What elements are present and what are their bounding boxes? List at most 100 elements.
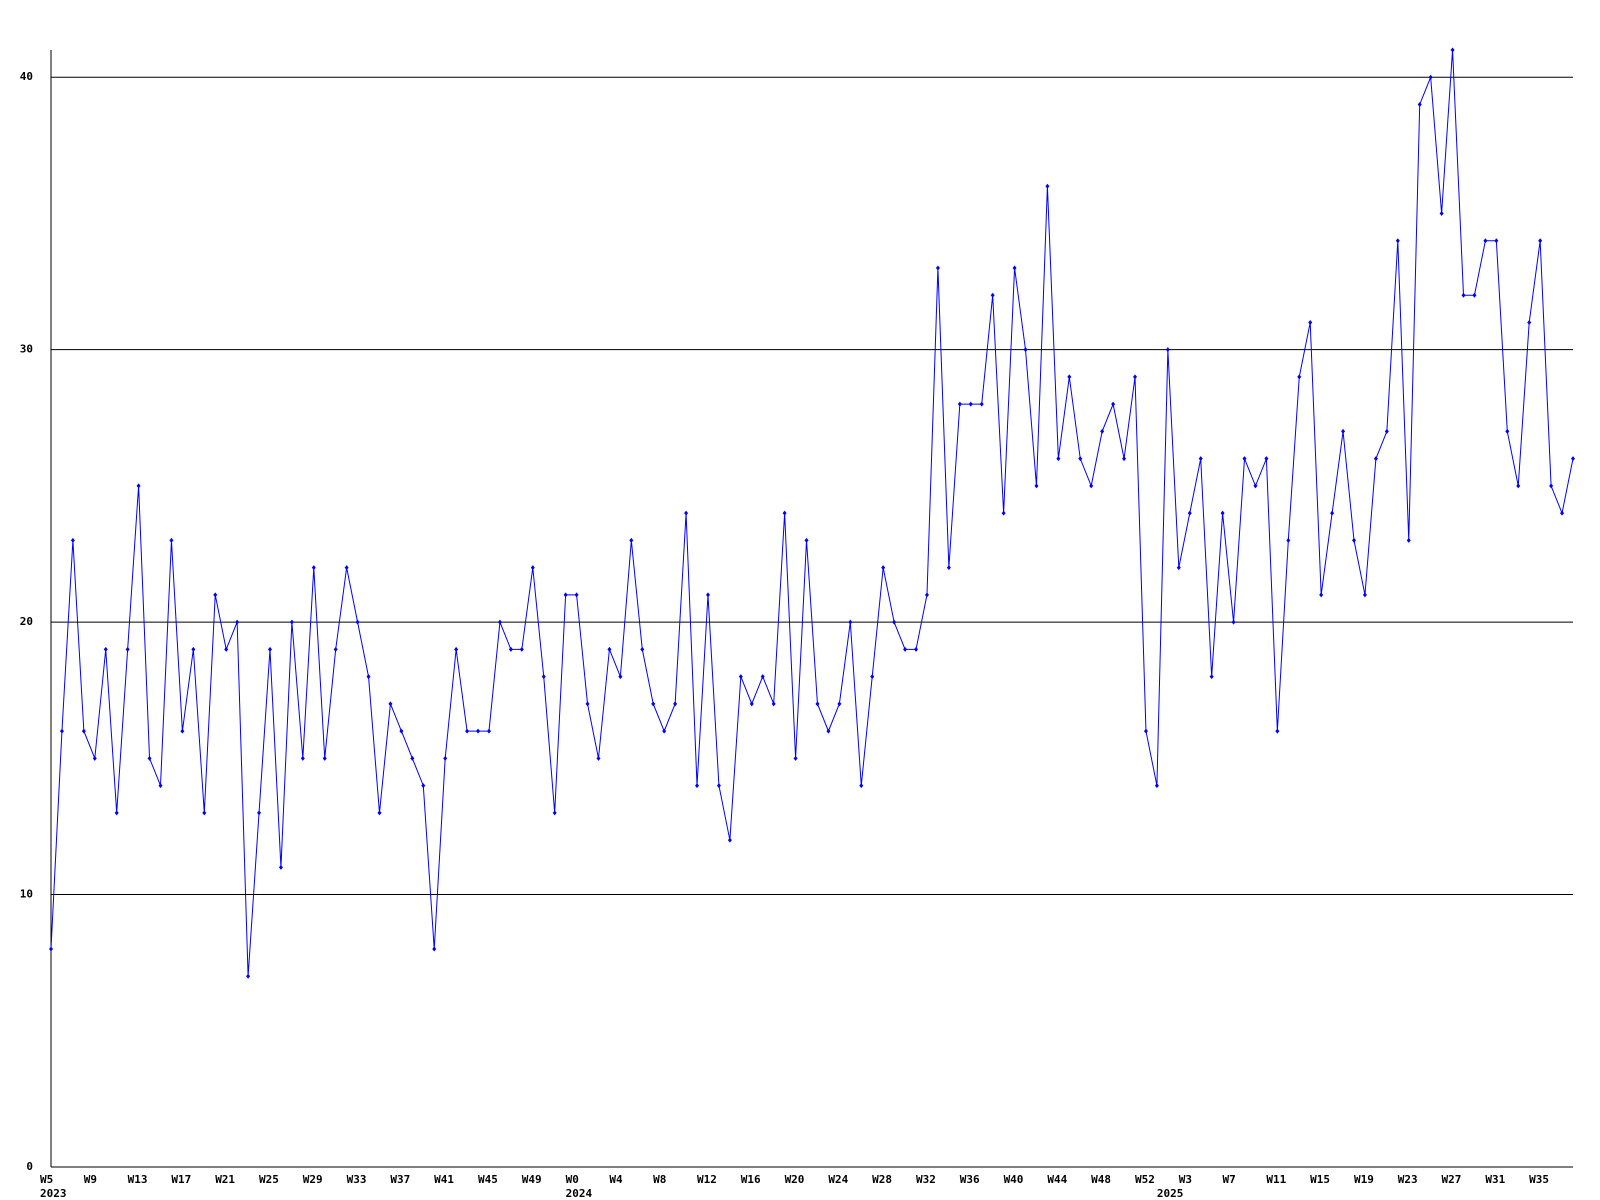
x-tick-label: W16: [741, 1173, 761, 1186]
point: [70, 537, 75, 543]
point: [1111, 401, 1116, 407]
x-tick-label: W20: [785, 1173, 805, 1186]
point: [1275, 728, 1280, 734]
point: [1319, 592, 1324, 598]
point: [267, 646, 272, 652]
point: [1461, 292, 1466, 298]
point: [607, 646, 612, 652]
point: [881, 565, 886, 571]
x-tick-label: W49: [522, 1173, 542, 1186]
point: [443, 755, 448, 761]
point: [497, 619, 502, 625]
point: [81, 728, 86, 734]
point: [1122, 456, 1127, 462]
point: [519, 646, 524, 652]
point: [563, 592, 568, 598]
point: [892, 619, 897, 625]
x-tick-label: W35: [1529, 1173, 1549, 1186]
point: [1165, 347, 1170, 353]
point: [541, 674, 546, 680]
point: [1395, 238, 1400, 244]
point: [1384, 428, 1389, 434]
point: [1560, 510, 1565, 516]
point: [1089, 483, 1094, 489]
x-tick-label: W31: [1485, 1173, 1505, 1186]
point: [1286, 537, 1291, 543]
point: [574, 592, 579, 598]
point: [49, 946, 53, 952]
point: [1242, 456, 1247, 462]
point: [136, 483, 141, 489]
point: [968, 401, 973, 407]
point: [552, 810, 557, 816]
point: [1198, 456, 1203, 462]
point: [848, 619, 853, 625]
point: [1439, 210, 1444, 216]
point: [246, 973, 251, 979]
y-tick-label: 20: [20, 615, 33, 628]
point: [1406, 537, 1411, 543]
point: [1373, 456, 1378, 462]
x-tick-label: W0: [566, 1173, 579, 1186]
point: [727, 837, 732, 843]
x-tick-label: W9: [84, 1173, 97, 1186]
point: [1516, 483, 1521, 489]
point: [1187, 510, 1192, 516]
point: [1045, 183, 1050, 189]
point: [1549, 483, 1554, 489]
point: [59, 728, 64, 734]
point: [1341, 428, 1346, 434]
point: [749, 701, 754, 707]
y-tick-label: 10: [20, 888, 33, 901]
point: [1428, 74, 1433, 80]
point: [673, 701, 678, 707]
point: [114, 810, 119, 816]
point: [738, 674, 743, 680]
point: [1527, 319, 1532, 325]
point: [1264, 456, 1269, 462]
point: [399, 728, 404, 734]
x-tick-label: W11: [1266, 1173, 1286, 1186]
y-tick-label: 30: [20, 343, 33, 356]
x-tick-label: W8: [653, 1173, 666, 1186]
point: [651, 701, 656, 707]
point: [596, 755, 601, 761]
point: [235, 619, 240, 625]
point: [355, 619, 360, 625]
point: [935, 265, 940, 271]
x-tick-label: W25: [259, 1173, 279, 1186]
point: [1494, 238, 1499, 244]
point: [1330, 510, 1335, 516]
point: [92, 755, 97, 761]
x-tick-label: W40: [1004, 1173, 1024, 1186]
point: [1067, 374, 1072, 380]
point: [125, 646, 130, 652]
point: [1056, 456, 1061, 462]
point: [946, 565, 951, 571]
x-tick-label: W29: [303, 1173, 323, 1186]
x-tick-label: W45: [478, 1173, 498, 1186]
point: [344, 565, 349, 571]
x-tick-label: W3: [1179, 1173, 1192, 1186]
point: [1571, 456, 1575, 462]
x-tick-label: W5: [40, 1173, 53, 1186]
x-tick-label: W24: [828, 1173, 848, 1186]
x-tick-label: W41: [434, 1173, 454, 1186]
x-tick-label: W28: [872, 1173, 892, 1186]
point: [1154, 783, 1159, 789]
point: [300, 755, 305, 761]
point: [826, 728, 831, 734]
x-tick-label: W13: [128, 1173, 148, 1186]
point: [1472, 292, 1477, 298]
x-tick-label: W36: [960, 1173, 980, 1186]
point: [377, 810, 382, 816]
x-tick-label: W12: [697, 1173, 717, 1186]
point: [1143, 728, 1148, 734]
point: [278, 864, 283, 870]
point: [979, 401, 984, 407]
year-label: 2025: [1157, 1187, 1184, 1200]
point: [322, 755, 327, 761]
point: [640, 646, 645, 652]
point: [815, 701, 820, 707]
point: [782, 510, 787, 516]
